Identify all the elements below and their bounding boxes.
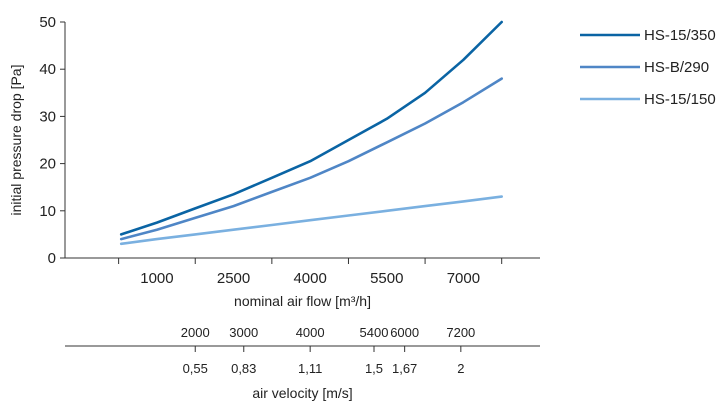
y-tick-label: 50 xyxy=(39,14,56,31)
legend-label: HS-15/150 xyxy=(644,91,716,108)
series-line-3 xyxy=(119,195,504,246)
x-tick-label: 7000 xyxy=(447,270,480,287)
y-axis-label: initial pressure drop [Pa] xyxy=(8,65,24,216)
x-tick-label: 5500 xyxy=(370,270,403,287)
secondary-lower-label: 0,55 xyxy=(183,361,208,376)
x-tick-label: 2500 xyxy=(217,270,250,287)
legend-label: HS-B/290 xyxy=(644,59,709,76)
secondary-lower-label: 2 xyxy=(457,361,464,376)
y-tick-label: 30 xyxy=(39,108,56,125)
secondary-lower-label: 1,67 xyxy=(392,361,417,376)
plot-area: 0 10 20 30 40 50 1000 2500 4000 5500 7000 initial p… xyxy=(8,14,540,309)
x-tick-label: 4000 xyxy=(293,270,326,287)
y-tick-label: 20 xyxy=(39,156,56,173)
y-tick-label: 0 xyxy=(48,250,56,267)
secondary-upper-label: 7200 xyxy=(446,325,475,340)
x-axis-label: nominal air flow [m³/h] xyxy=(234,293,371,309)
secondary-lower-label: 0,83 xyxy=(231,361,256,376)
series-line-1 xyxy=(119,20,504,236)
secondary-lower-label: 1,11 xyxy=(298,361,322,376)
legend-label: HS-15/350 xyxy=(644,27,716,44)
secondary-lower-label: 1,5 xyxy=(365,361,383,376)
secondary-upper-label: 2000 xyxy=(181,325,210,340)
legend: HS-15/350 HS-B/290 HS-15/150 xyxy=(580,27,716,108)
secondary-upper-label: 4000 xyxy=(296,325,325,340)
secondary-upper-label: 5400 xyxy=(360,325,389,340)
y-tick-label: 10 xyxy=(39,203,56,220)
velocity-axis-label: air velocity [m/s] xyxy=(252,385,352,401)
secondary-upper-label: 3000 xyxy=(229,325,258,340)
x-tick-label: 1000 xyxy=(140,270,173,287)
secondary-upper-label: 6000 xyxy=(390,325,419,340)
series-line-2 xyxy=(119,77,504,241)
secondary-axis: 2000 3000 4000 5400 6000 7200 0,55 0,83 1,11 1,5 1… xyxy=(65,325,540,401)
y-tick-label: 40 xyxy=(39,61,56,78)
